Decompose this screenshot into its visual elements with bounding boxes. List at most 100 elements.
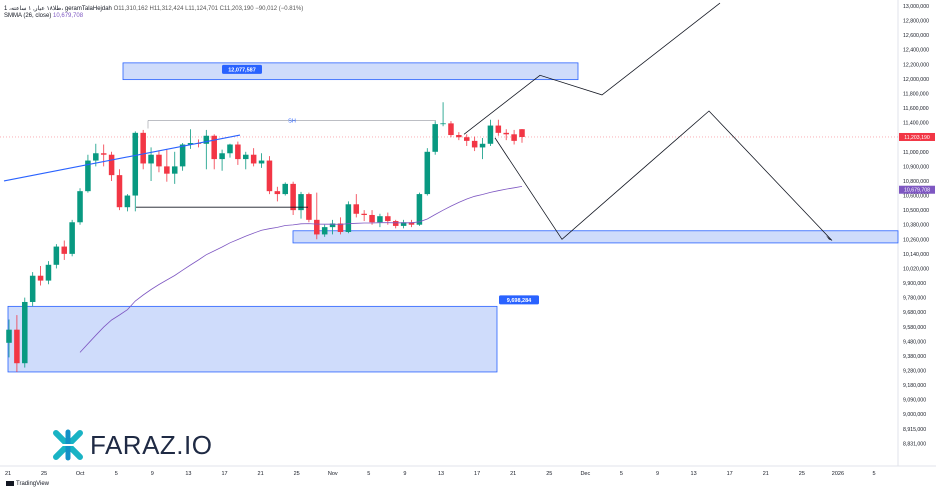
- y-tick-label: 10,500,000: [903, 208, 929, 214]
- candle-body: [243, 154, 249, 160]
- candle-body: [164, 166, 170, 174]
- candle-body: [171, 166, 178, 174]
- trend-line: [3, 134, 241, 182]
- y-tick-label: 9,280,000: [903, 369, 926, 375]
- x-tick-label: 25: [41, 471, 47, 477]
- candle-body: [93, 153, 99, 161]
- x-tick-label: 21: [510, 471, 516, 477]
- y-tick-label: 10,260,000: [903, 237, 929, 243]
- candle-body: [471, 140, 478, 148]
- candle-body: [329, 223, 336, 228]
- x-tick-label: Dec: [580, 471, 590, 477]
- sh-label: SH: [288, 118, 296, 124]
- zone-price-label-bg: [222, 64, 262, 74]
- y-tick-label: 9,090,000: [903, 398, 926, 404]
- candle-body: [250, 154, 257, 164]
- y-tick-label: 9,900,000: [903, 281, 926, 287]
- candle-body: [345, 204, 352, 232]
- candle-body: [321, 227, 328, 235]
- x-tick-label: 21: [763, 471, 769, 477]
- y-tick-label: 12,600,000: [903, 33, 929, 39]
- supply-demand-zone: [7, 305, 498, 373]
- x-tick-label: 13: [438, 471, 444, 477]
- y-tick-label: 12,200,000: [903, 62, 929, 68]
- candle-body: [290, 183, 296, 211]
- x-tick-label: 5: [620, 471, 623, 477]
- ohlc-readout: O11,310,162 H11,312,424 L11,124,701 C11,…: [113, 6, 304, 12]
- x-tick-label: 25: [294, 471, 300, 477]
- zone-price-label: 9,698,284: [507, 298, 532, 304]
- candle-body: [400, 222, 407, 226]
- y-tick-label: 9,000,000: [903, 412, 926, 418]
- supply-demand-zone: [122, 62, 579, 81]
- candle-body: [463, 137, 470, 141]
- y-tick-label: 10,140,000: [903, 252, 929, 258]
- candle-body: [487, 125, 494, 144]
- candle-body: [448, 123, 454, 136]
- candle-body: [266, 160, 273, 192]
- candle-body: [211, 135, 217, 160]
- candle-body: [408, 222, 415, 225]
- x-tick-label: Oct: [76, 471, 85, 477]
- candle-body: [337, 223, 344, 232]
- last-price-label-bg: [899, 132, 935, 141]
- candle-body: [306, 194, 312, 220]
- candle-body: [100, 153, 107, 155]
- candle-body: [61, 246, 68, 254]
- x-tick-label: 2026: [832, 471, 844, 477]
- x-tick-label: 5: [367, 471, 370, 477]
- x-tick-label: 5: [115, 471, 118, 477]
- candle-body: [22, 301, 28, 364]
- candle-body: [6, 329, 12, 343]
- x-tick-label: 9: [656, 471, 659, 477]
- y-tick-label: 8,915,000: [903, 427, 926, 433]
- symbol-title: 1 ،طلا۱۸ عیار, ۱ ساعته، geramTalaHejdah: [4, 6, 112, 12]
- candle-body: [314, 219, 320, 235]
- smma-line: [79, 186, 523, 353]
- x-tick-label: 21: [5, 471, 11, 477]
- x-tick-label: 13: [185, 471, 191, 477]
- y-tick-label: 9,480,000: [903, 339, 926, 345]
- y-tick-label: 9,580,000: [903, 325, 926, 331]
- y-tick-label: 10,600,000: [903, 194, 929, 200]
- zone-price-label-bg: [499, 295, 539, 305]
- x-tick-label: 5: [872, 471, 875, 477]
- x-tick-label: 21: [258, 471, 264, 477]
- y-tick-label: 9,180,000: [903, 383, 926, 389]
- y-tick-label: 12,800,000: [903, 19, 929, 25]
- x-tick-label: 25: [546, 471, 552, 477]
- projection-arrowhead: [826, 235, 832, 241]
- x-tick-label: 17: [221, 471, 227, 477]
- candle-body: [416, 194, 423, 225]
- indicator-label: SMMA (26, close): [4, 13, 52, 19]
- tradingview-footer[interactable]: TradingView: [6, 481, 49, 487]
- y-tick-label: 9,780,000: [903, 296, 926, 302]
- candle-body: [53, 246, 60, 265]
- candle-body: [432, 124, 438, 152]
- candle-body: [45, 264, 52, 281]
- y-tick-label: 11,000,000: [903, 150, 929, 156]
- candle-body: [353, 204, 360, 214]
- candle-body: [132, 132, 139, 196]
- candle-body: [369, 214, 375, 223]
- candle-body: [519, 129, 525, 137]
- x-tick-label: 13: [691, 471, 697, 477]
- x-tick-label: 25: [799, 471, 805, 477]
- y-tick-label: 8,831,000: [903, 441, 926, 447]
- y-tick-label: 13,000,000: [903, 4, 929, 10]
- y-tick-label: 12,000,000: [903, 77, 929, 83]
- candle-body: [377, 216, 383, 223]
- chart-header-indicator[interactable]: SMMA (26, close) 10,679,708: [4, 13, 83, 19]
- candle-body: [274, 191, 281, 195]
- y-tick-label: 10,380,000: [903, 223, 929, 229]
- candle-body: [37, 275, 44, 281]
- indicator-value: 10,679,708: [53, 13, 84, 19]
- candle-body: [116, 175, 123, 208]
- candle-body: [511, 134, 517, 141]
- y-tick-label: 10,020,000: [903, 266, 929, 272]
- chart-header-symbol[interactable]: 1 ،طلا۱۸ عیار, ۱ ساعته، geramTalaHejdah …: [4, 5, 303, 12]
- candle-body: [479, 143, 486, 148]
- candle-body: [77, 191, 83, 223]
- candle-body: [108, 154, 115, 176]
